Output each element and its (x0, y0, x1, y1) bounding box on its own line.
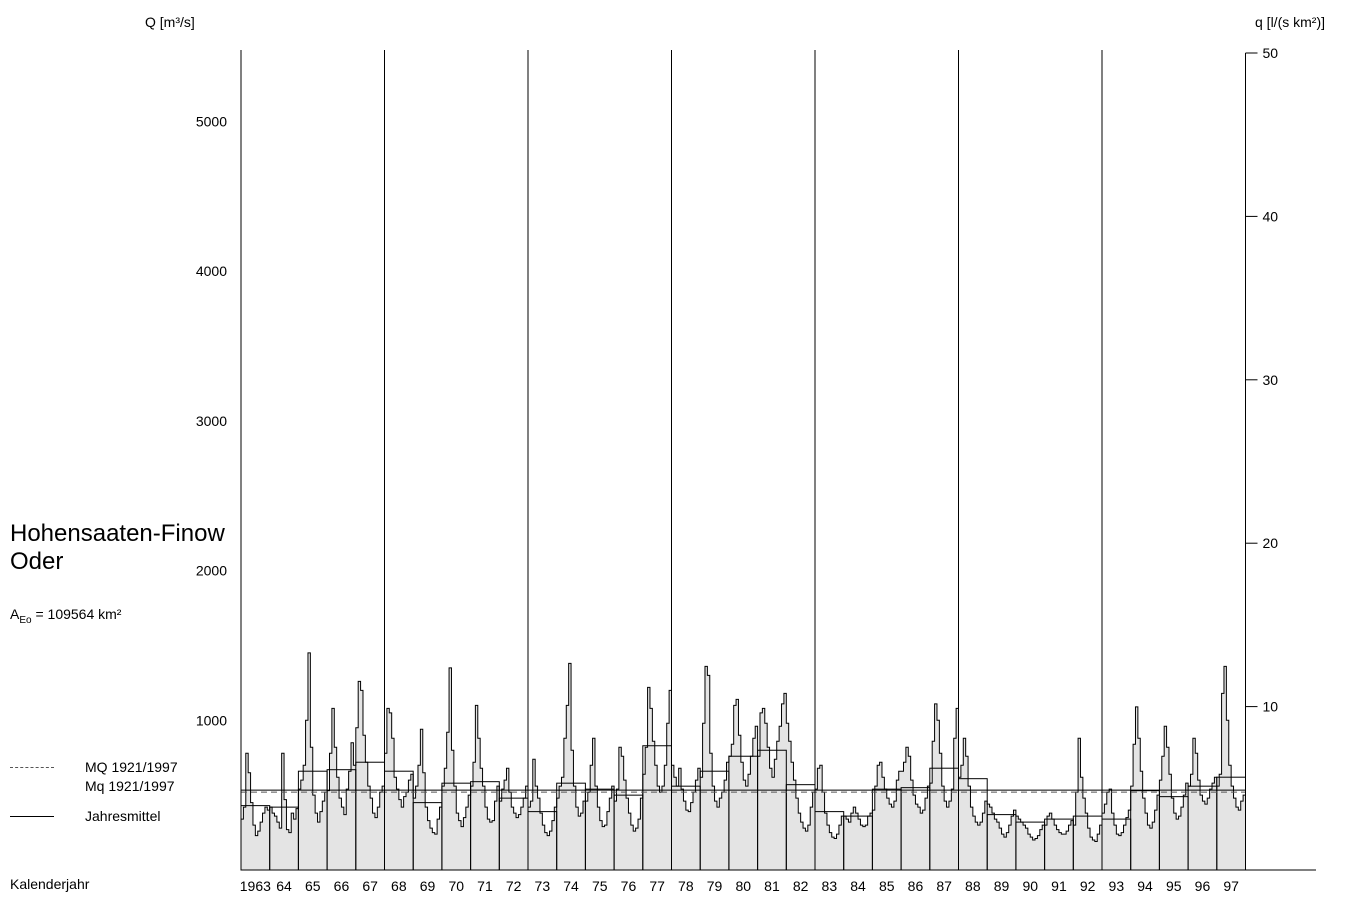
year-label: 77 (649, 878, 665, 894)
right-tick-label: 50 (1263, 45, 1279, 61)
legend-annual: Jahresmittel (85, 808, 161, 824)
station-name: Hohensaaten-Finow (10, 520, 225, 547)
year-label: 78 (678, 878, 694, 894)
year-label: 92 (1080, 878, 1096, 894)
year-label: 1963 (240, 878, 271, 894)
year-label: 90 (1022, 878, 1038, 894)
right-tick-label: 40 (1263, 208, 1279, 224)
year-label: 65 (305, 878, 321, 894)
year-label: 88 (965, 878, 981, 894)
year-label: 93 (1109, 878, 1125, 894)
area-prefix: A (10, 606, 20, 622)
left-axis-label: Q [m³/s] (145, 14, 195, 30)
station-block: Hohensaaten-Finow Oder (10, 520, 225, 576)
legend-mq: MQ 1921/1997 (85, 759, 178, 775)
year-label: 86 (908, 878, 924, 894)
year-label: 76 (621, 878, 637, 894)
catchment-area: AEo = 109564 km² (10, 606, 121, 626)
year-label: 67 (362, 878, 378, 894)
year-label: 96 (1195, 878, 1211, 894)
year-label: 70 (448, 878, 464, 894)
right-tick-label: 30 (1263, 372, 1279, 388)
year-label: 97 (1223, 878, 1239, 894)
year-label: 64 (276, 878, 292, 894)
left-tick-label: 3000 (196, 413, 227, 429)
left-tick-label: 2000 (196, 563, 227, 579)
year-label: 89 (994, 878, 1010, 894)
legend-solid-swatch (10, 816, 54, 817)
x-axis-label: Kalenderjahr (10, 876, 90, 892)
year-label: 87 (936, 878, 952, 894)
right-tick-label: 20 (1263, 535, 1279, 551)
monthly-discharge-area (240, 652, 1246, 871)
five-year-grid-layer (240, 50, 1103, 870)
area-value: = 109564 km² (31, 606, 122, 622)
year-label: 75 (592, 878, 608, 894)
year-label: 84 (850, 878, 866, 894)
year-label: 66 (334, 878, 350, 894)
year-label: 83 (822, 878, 838, 894)
year-label: 71 (477, 878, 493, 894)
axes-layer (241, 53, 1316, 871)
right-axis-label: q [l/(s km²)] (1255, 14, 1325, 30)
year-label: 74 (563, 878, 579, 894)
left-tick-label: 5000 (196, 114, 227, 130)
year-label: 91 (1051, 878, 1067, 894)
year-label: 85 (879, 878, 895, 894)
year-label: 95 (1166, 878, 1182, 894)
year-label: 81 (764, 878, 780, 894)
legend-mq-small: Mq 1921/1997 (85, 778, 175, 794)
left-tick-label: 1000 (196, 712, 227, 728)
left-tick-label: 4000 (196, 263, 227, 279)
river-name: Oder (10, 548, 64, 575)
year-label: 72 (506, 878, 522, 894)
year-label: 73 (535, 878, 551, 894)
year-label: 69 (420, 878, 436, 894)
area-subscript: Eo (19, 614, 32, 626)
legend-dashed-swatch (10, 767, 54, 768)
year-label: 68 (391, 878, 407, 894)
year-label: 94 (1137, 878, 1153, 894)
year-label: 82 (793, 878, 809, 894)
monthly-area-layer (240, 652, 1246, 871)
year-label: 79 (707, 878, 723, 894)
right-tick-label: 10 (1263, 699, 1279, 715)
tick-layer: 1000 2000 3000 4000 5000 10 20 30 40 50 1963 64 65 66… (196, 45, 1278, 894)
year-label: 80 (735, 878, 751, 894)
